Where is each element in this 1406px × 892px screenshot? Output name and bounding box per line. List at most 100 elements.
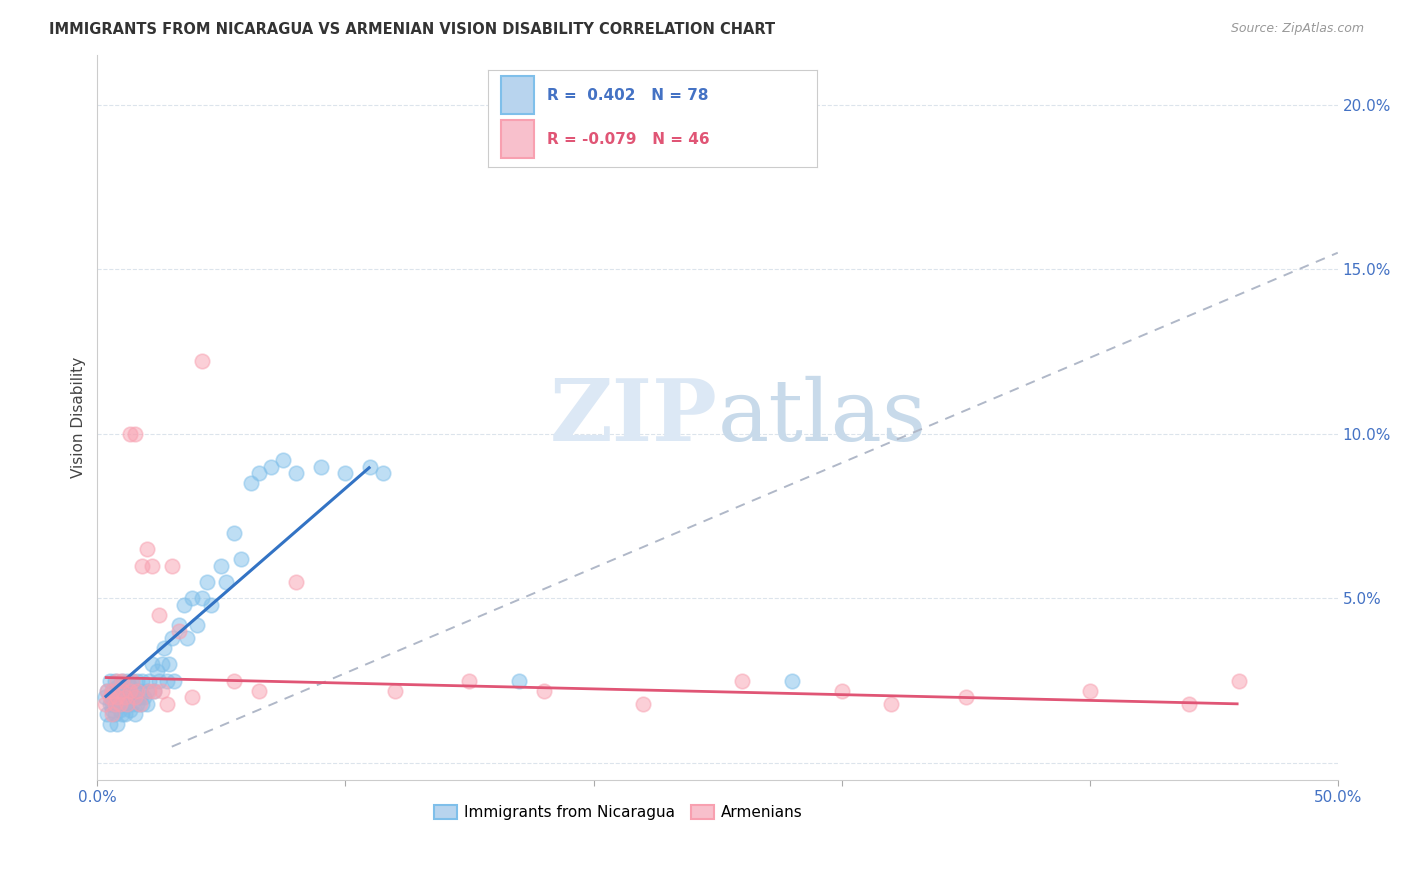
Point [163,673,186,688]
Point [167,624,190,639]
Point [136,683,159,698]
Text: atlas: atlas [717,376,927,459]
Point [104,706,127,721]
Point [780,673,803,688]
Point [121,673,143,688]
Point [101,683,124,698]
Point [150,657,173,672]
Point [105,681,128,695]
Point [105,697,128,711]
Point [104,697,127,711]
Point [508,673,530,688]
Point [105,690,128,705]
Point [101,683,124,698]
Text: ZIP: ZIP [550,376,717,459]
Point [180,591,202,606]
Point [134,690,156,705]
Point [111,706,134,721]
Point [124,690,146,705]
Point [247,683,270,698]
Point [111,683,134,698]
Point [309,459,332,474]
Point [131,558,153,573]
Point [141,657,163,672]
Point [136,697,159,711]
Point [146,664,169,678]
Point [880,697,903,711]
Point [284,574,307,589]
Point [101,703,124,717]
Point [94,690,117,705]
Point [209,558,232,573]
Point [124,706,146,721]
Point [128,697,150,711]
Text: Source: ZipAtlas.com: Source: ZipAtlas.com [1230,22,1364,36]
Point [101,706,124,721]
Point [115,697,138,711]
Point [115,673,138,688]
Point [111,683,134,698]
Point [124,426,146,441]
Point [160,558,183,573]
Point [111,697,134,711]
Point [284,467,307,481]
Point [273,453,295,467]
Point [104,690,127,705]
Point [98,690,121,705]
Point [173,598,195,612]
Point [105,673,128,688]
Point [458,673,481,688]
Point [98,673,121,688]
Point [128,690,150,705]
Point [955,690,977,705]
Point [118,681,141,695]
Point [138,673,160,688]
Point [215,574,238,589]
Point [111,673,134,688]
Point [96,683,118,698]
Point [115,683,138,698]
Point [125,673,148,688]
Point [125,683,148,698]
Point [108,703,131,717]
Point [260,459,283,474]
Point [371,467,394,481]
Point [98,697,121,711]
Point [114,690,136,705]
Point [118,426,141,441]
Point [160,631,183,645]
Point [1227,673,1250,688]
Point [108,697,131,711]
Point [190,591,212,606]
Point [176,631,198,645]
Point [631,697,654,711]
Point [104,673,127,688]
Point [115,697,138,711]
Point [138,683,160,698]
Point [156,673,179,688]
Point [114,706,136,721]
Point [200,598,222,612]
Point [96,706,118,721]
Point [186,617,208,632]
Point [94,697,117,711]
Point [384,683,406,698]
Point [131,697,153,711]
Point [180,690,202,705]
Point [831,683,853,698]
Point [240,476,263,491]
Point [136,542,159,557]
Point [150,683,173,698]
Point [195,574,218,589]
Point [141,558,163,573]
Point [167,617,190,632]
Text: IMMIGRANTS FROM NICARAGUA VS ARMENIAN VISION DISABILITY CORRELATION CHART: IMMIGRANTS FROM NICARAGUA VS ARMENIAN VI… [49,22,775,37]
Point [131,673,153,688]
Point [335,467,357,481]
Point [247,467,270,481]
Point [157,657,180,672]
Point [153,640,176,655]
Point [101,697,124,711]
Point [190,354,212,368]
Legend: Immigrants from Nicaragua, Armenians: Immigrants from Nicaragua, Armenians [427,799,808,826]
